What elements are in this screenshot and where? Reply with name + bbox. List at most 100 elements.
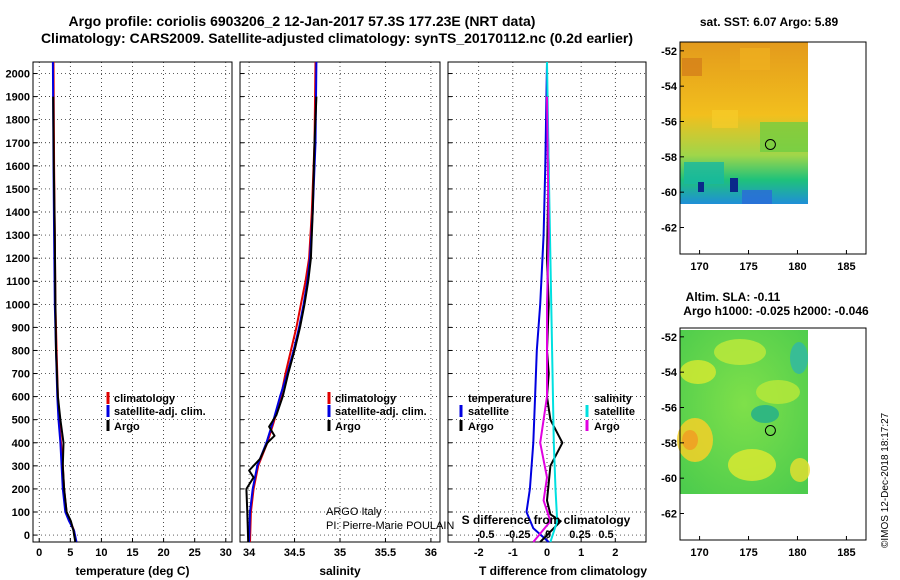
sst-patch xyxy=(740,48,770,70)
top-tick-label: 0.5 xyxy=(598,529,613,541)
series-line-argo-salinity xyxy=(532,96,552,543)
lat-tick-label: -62 xyxy=(661,223,677,235)
temperature-panel: 0100200300400500600700800900100011001200… xyxy=(6,61,233,578)
y-tick-label: 900 xyxy=(12,322,30,334)
y-tick-label: 1400 xyxy=(6,207,30,219)
lon-tick-label: 180 xyxy=(788,261,806,273)
x-tick-label: -1 xyxy=(508,547,518,559)
legend-label: climatology xyxy=(114,393,176,405)
x-tick-label: 34.5 xyxy=(284,547,305,559)
x-tick-label: 5 xyxy=(67,547,73,559)
legend-label: Argo xyxy=(114,421,140,433)
lat-tick-label: -56 xyxy=(661,117,677,129)
sla-map: -52 -54 -56 -58 -60 -62 170 175 180 185 xyxy=(661,327,867,559)
salinity-legend: climatology satellite-adj. clim. Argo AR… xyxy=(326,392,454,532)
x-axis-label: salinity xyxy=(319,564,361,578)
series-line-argo xyxy=(52,96,77,543)
x-tick-label: 34 xyxy=(243,547,256,559)
map-frame xyxy=(679,41,867,255)
y-tick-label: 700 xyxy=(12,369,30,381)
x-tick-label: -2 xyxy=(474,547,484,559)
y-tick-label: 100 xyxy=(12,507,30,519)
lat-tick-label: -62 xyxy=(661,509,677,521)
x-tick-label: 1 xyxy=(578,547,584,559)
sst-patch xyxy=(712,110,738,128)
sla-eddy xyxy=(682,430,698,450)
y-tick-label: 800 xyxy=(12,345,30,357)
y-tick-label: 600 xyxy=(12,392,30,404)
legend-label: satellite xyxy=(468,406,509,418)
sla-map-title: Altim. SLA: -0.11 xyxy=(686,290,781,304)
y-tick-label: 1600 xyxy=(6,161,30,173)
lon-tick-label: 170 xyxy=(690,547,708,559)
lon-tick-label: 175 xyxy=(739,547,757,559)
lon-tick-label: 180 xyxy=(788,547,806,559)
sst-cloud xyxy=(698,182,704,192)
sla-map-subtitle: Argo h1000: -0.025 h2000: -0.046 xyxy=(683,304,869,318)
x-tick-label: 35 xyxy=(334,547,346,559)
lon-tick-label: 175 xyxy=(739,261,757,273)
top-tick-label: -0.25 xyxy=(505,529,530,541)
sla-eddy xyxy=(790,458,810,482)
y-tick-label: 300 xyxy=(12,461,30,473)
sst-map: -52 -54 -56 -58 -60 -62 170 175 180 185 xyxy=(661,41,867,273)
salinity-panel: 34 34.5 35 35.5 36 salinity xyxy=(239,61,441,578)
sla-eddy xyxy=(751,405,779,423)
sst-patch xyxy=(760,122,808,152)
y-tick-label: 1100 xyxy=(6,276,30,288)
legend-label: satellite xyxy=(594,406,635,418)
y-tick-label: 2000 xyxy=(6,69,30,81)
x-tick-label: 10 xyxy=(95,547,107,559)
y-tick-label: 1700 xyxy=(6,138,30,150)
sst-map-axes: -52 -54 -56 -58 -60 -62 170 175 180 185 xyxy=(661,41,867,273)
top-tick-label: 0 xyxy=(545,529,551,541)
legend-label: satellite-adj. clim. xyxy=(335,406,427,418)
y-tick-label: 500 xyxy=(12,415,30,427)
lat-tick-label: -60 xyxy=(661,187,677,199)
lat-tick-label: -52 xyxy=(661,46,677,58)
sla-eddy xyxy=(680,360,716,384)
lat-tick-label: -60 xyxy=(661,473,677,485)
legend-label: Argo xyxy=(594,421,620,433)
legend-title-salinity: salinity xyxy=(594,393,633,405)
sst-patch xyxy=(742,190,772,204)
x-tick-label: 20 xyxy=(157,547,169,559)
timestamp: ©IMOS 12-Dec-2018 18:17:27 xyxy=(880,412,891,548)
legend-label: Argo xyxy=(468,421,494,433)
map-frame xyxy=(679,327,867,541)
y-tick-label: 1300 xyxy=(6,230,30,242)
sla-eddy xyxy=(756,380,800,404)
y-tick-label: 1000 xyxy=(6,299,30,311)
lat-tick-label: -56 xyxy=(661,403,677,415)
sla-map-axes: -52 -54 -56 -58 -60 -62 170 175 180 185 xyxy=(661,327,867,559)
legend-title-temperature: temperature xyxy=(468,393,532,405)
lat-tick-label: -58 xyxy=(661,438,677,450)
x-tick-label: 25 xyxy=(189,547,201,559)
sst-cloud xyxy=(730,178,738,192)
series-line-satellite-temperature xyxy=(525,61,550,543)
lat-tick-label: -54 xyxy=(661,367,678,379)
y-tick-label: 1200 xyxy=(6,253,30,265)
y-tick-label: 0 xyxy=(24,530,30,542)
sst-map-title: sat. SST: 6.07 Argo: 5.89 xyxy=(700,15,839,29)
s-difference-label: S difference from climatology xyxy=(462,513,631,527)
x-tick-label: 30 xyxy=(220,547,232,559)
sst-patch xyxy=(684,162,724,184)
sla-eddy xyxy=(714,339,766,365)
argo-position-marker xyxy=(764,425,776,436)
sla-eddy xyxy=(790,342,808,374)
top-tick-label: -0.5 xyxy=(476,529,495,541)
lat-tick-label: -52 xyxy=(661,332,677,344)
sst-patch xyxy=(682,58,702,76)
top-tick-label: 0.25 xyxy=(569,529,590,541)
x-tick-label: 0 xyxy=(36,547,42,559)
x-tick-label: 2 xyxy=(612,547,618,559)
y-tick-label: 1500 xyxy=(6,184,30,196)
credit-line-1: ARGO Italy xyxy=(326,506,382,518)
x-axis-label: temperature (deg C) xyxy=(75,564,189,578)
legend-label: satellite-adj. clim. xyxy=(114,406,206,418)
argo-position-marker xyxy=(764,139,776,150)
difference-legend: temperature satellite Argo salinity sate… xyxy=(459,393,635,433)
lat-tick-label: -54 xyxy=(661,81,678,93)
